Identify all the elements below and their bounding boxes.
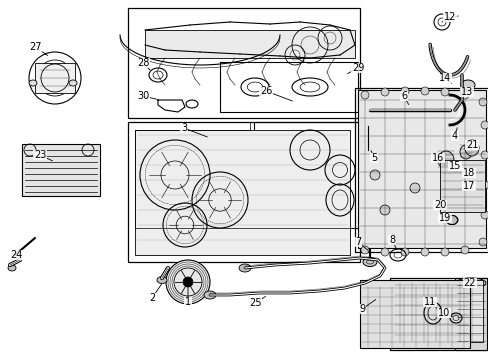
Text: 23: 23 [34,150,46,160]
Circle shape [183,277,193,287]
Text: 1: 1 [184,297,191,307]
Bar [135,130,349,255]
Bar [35,63,75,93]
Bar [389,278,488,350]
Text: 18: 18 [462,168,474,178]
Ellipse shape [445,216,457,225]
Bar [415,283,486,348]
Circle shape [478,98,486,106]
Text: 24: 24 [10,250,22,260]
Circle shape [379,205,389,215]
Circle shape [460,246,468,254]
Circle shape [400,248,408,256]
Circle shape [165,260,209,304]
Text: 22: 22 [463,278,475,288]
Circle shape [480,181,488,189]
Text: 20: 20 [433,200,445,210]
Ellipse shape [437,151,453,169]
Circle shape [360,91,368,99]
Bar [22,144,100,196]
Circle shape [420,248,428,256]
Text: 10: 10 [437,308,449,318]
Text: 9: 9 [358,304,365,314]
Bar [128,122,359,262]
Ellipse shape [460,80,474,90]
Text: 13: 13 [460,87,472,97]
Ellipse shape [157,276,167,284]
Circle shape [460,91,468,99]
Text: 2: 2 [148,293,155,303]
Text: 6: 6 [400,91,406,101]
Text: 28: 28 [137,58,149,68]
Ellipse shape [69,80,77,86]
Text: 15: 15 [448,161,460,171]
Text: 14: 14 [438,73,450,83]
Text: 17: 17 [462,181,474,191]
Text: 8: 8 [388,235,394,245]
Circle shape [420,87,428,95]
Circle shape [369,170,379,180]
Text: 29: 29 [351,63,364,73]
Circle shape [440,88,448,96]
Text: 11: 11 [423,297,435,307]
Circle shape [478,238,486,246]
Text: 21: 21 [465,140,477,150]
Circle shape [480,151,488,159]
Text: 5: 5 [370,153,376,163]
Bar [392,280,482,342]
Circle shape [409,183,419,193]
Text: 30: 30 [137,91,149,101]
Text: 27: 27 [29,42,41,52]
Circle shape [400,87,408,95]
Ellipse shape [239,264,250,272]
Ellipse shape [203,291,216,299]
Text: 4: 4 [451,131,457,141]
Text: 25: 25 [248,298,261,308]
Ellipse shape [459,145,471,159]
Bar [454,278,486,350]
Ellipse shape [464,140,478,156]
Text: 7: 7 [354,237,360,247]
Circle shape [440,248,448,256]
Circle shape [360,246,368,254]
Circle shape [380,88,388,96]
Bar [128,8,359,118]
Ellipse shape [8,265,16,271]
Ellipse shape [455,278,485,288]
Circle shape [480,121,488,129]
Text: 12: 12 [443,12,455,22]
Bar [359,280,469,348]
Bar [357,90,485,248]
Circle shape [380,248,388,256]
Bar [354,88,488,252]
Text: 19: 19 [438,213,450,223]
Bar [253,122,359,228]
Text: 26: 26 [259,86,272,96]
Bar [145,30,354,58]
Ellipse shape [362,257,376,266]
Text: 16: 16 [431,153,443,163]
Ellipse shape [29,80,37,86]
Bar [220,62,357,112]
Circle shape [480,211,488,219]
Text: 3: 3 [181,123,187,133]
Bar [439,160,484,212]
